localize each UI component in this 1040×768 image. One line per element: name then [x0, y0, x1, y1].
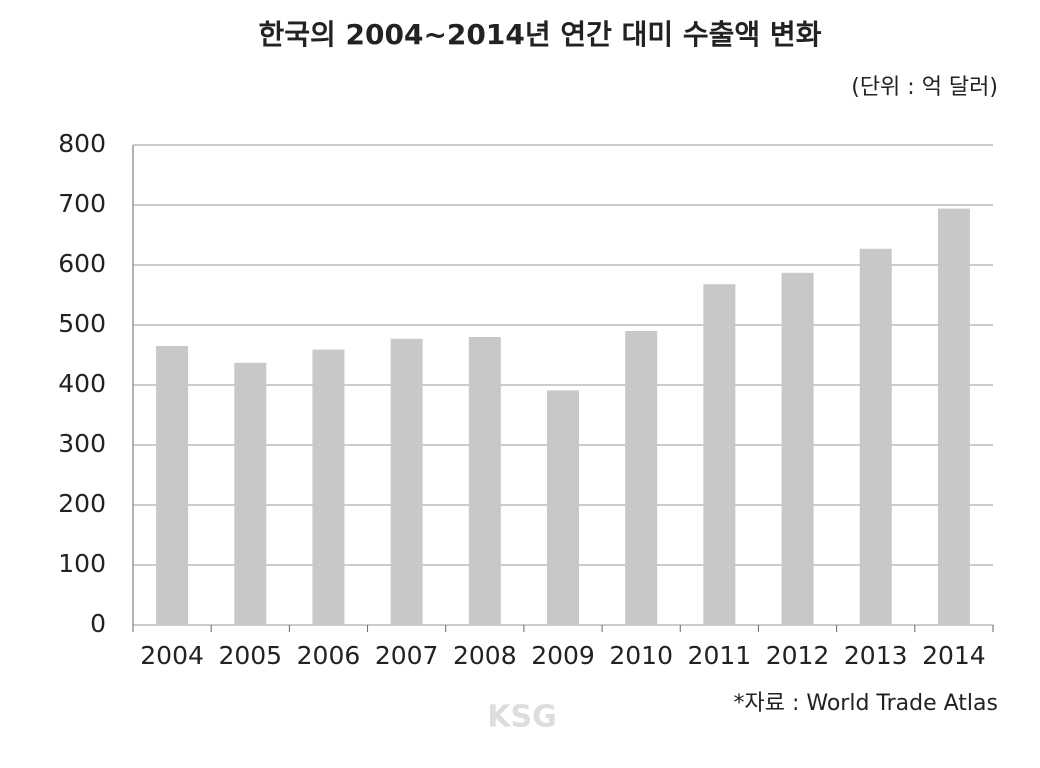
x-tick-label: 2011: [688, 641, 752, 670]
bar: [703, 284, 736, 625]
bar: [234, 362, 267, 625]
bar: [937, 208, 970, 625]
x-tick-label: 2009: [531, 641, 595, 670]
y-tick-label: 700: [58, 189, 106, 218]
bar: [156, 346, 189, 625]
x-tick-label: 2012: [766, 641, 830, 670]
x-tick-label: 2007: [375, 641, 439, 670]
source-note: *자료 : World Trade Atlas: [734, 691, 999, 716]
y-tick-label: 300: [58, 429, 106, 458]
y-tick-label: 600: [58, 249, 106, 278]
x-tick-label: 2006: [297, 641, 361, 670]
bar: [468, 337, 501, 625]
unit-note: (단위 : 억 달러): [851, 75, 998, 100]
bar: [625, 331, 658, 625]
x-tick-label: 2004: [140, 641, 204, 670]
x-tick-label: 2013: [844, 641, 908, 670]
bar: [547, 390, 579, 625]
y-tick-label: 0: [90, 609, 106, 638]
x-tick-label: 2005: [218, 641, 282, 670]
bar: [312, 349, 345, 625]
chart-title: 한국의 2004~2014년 연간 대미 수출액 변화: [259, 18, 822, 51]
y-tick-label: 800: [58, 129, 106, 158]
bar: [859, 248, 892, 626]
y-tick-label: 400: [58, 369, 106, 398]
watermark: KSG: [487, 700, 556, 735]
y-tick-label: 100: [58, 549, 106, 578]
y-tick-label: 500: [58, 309, 106, 338]
x-tick-label: 2014: [922, 641, 986, 670]
x-tick-label: 2010: [609, 641, 673, 670]
bar: [390, 338, 423, 625]
bar: [781, 272, 814, 625]
y-tick-label: 200: [58, 489, 106, 518]
x-tick-label: 2008: [453, 641, 517, 670]
